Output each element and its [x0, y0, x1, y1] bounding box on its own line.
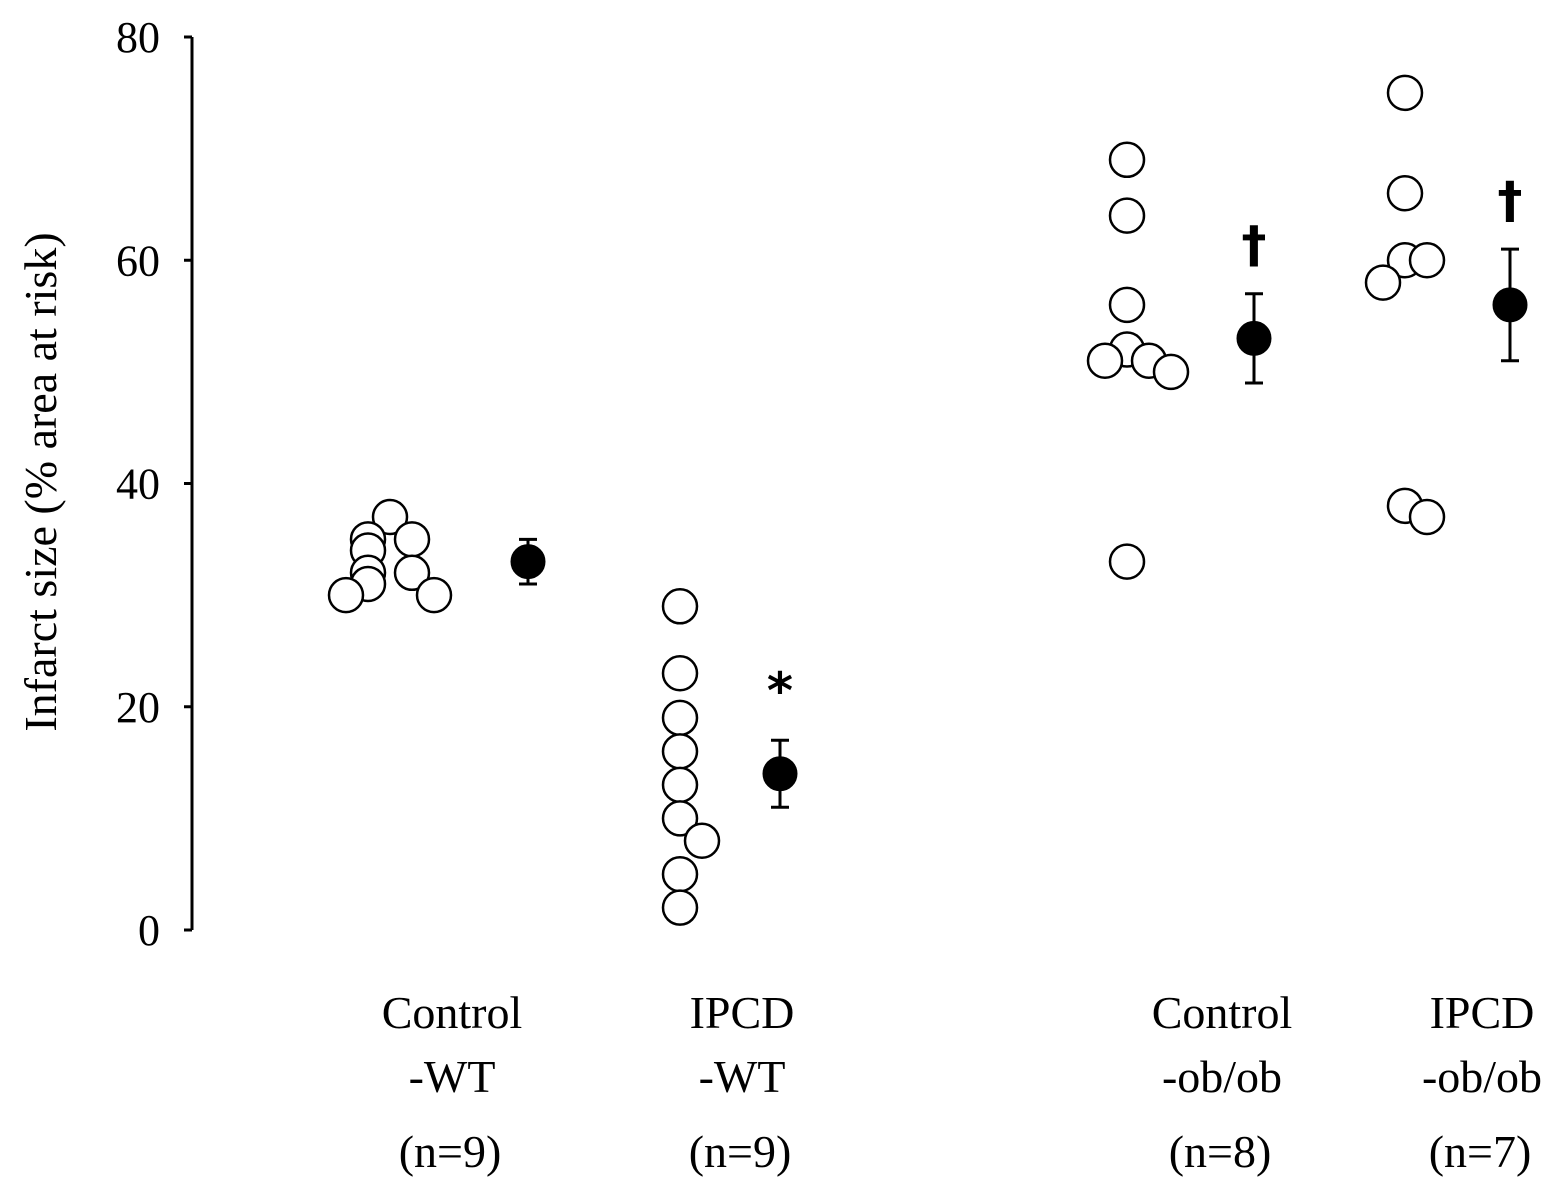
individual-point — [683, 822, 721, 859]
category-label-line1: IPCD — [1430, 987, 1535, 1038]
n-label: (n=8) — [1169, 1126, 1272, 1177]
group-1: * — [661, 588, 798, 926]
y-tick-label: 20 — [116, 683, 160, 732]
individual-point — [1086, 342, 1124, 379]
individual-point — [371, 498, 409, 536]
category-label-line2: -WT — [699, 1051, 786, 1102]
category-label-line1: Control — [1152, 987, 1293, 1038]
individual-point — [1364, 264, 1402, 301]
y-tick-label: 60 — [116, 236, 160, 285]
group-3: † — [1364, 74, 1528, 536]
individual-point — [415, 576, 453, 614]
individual-point — [661, 588, 699, 625]
individual-point — [661, 855, 699, 893]
group-0 — [327, 498, 546, 614]
n-label: (n=9) — [399, 1126, 502, 1177]
mean-point — [1236, 320, 1272, 356]
mean-point — [762, 756, 798, 792]
category-label-line2: -ob/ob — [1422, 1051, 1542, 1102]
individual-point — [1108, 543, 1146, 580]
y-tick-label: 0 — [138, 906, 160, 955]
individual-point — [661, 733, 699, 770]
individual-point — [1408, 498, 1446, 536]
n-label: (n=7) — [1429, 1126, 1532, 1177]
mean-point — [510, 544, 546, 580]
category-label-line1: IPCD — [690, 987, 795, 1038]
individual-point — [1386, 175, 1424, 212]
category-label-line2: -ob/ob — [1162, 1051, 1282, 1102]
n-label: (n=9) — [689, 1126, 792, 1177]
category-labels: Control -WT (n=9) IPCD -WT (n=9) Control -ob/ob… — [382, 987, 1542, 1177]
category-label-line1: Control — [382, 987, 523, 1038]
individual-point — [327, 576, 365, 614]
y-tick-labels: 0 20 40 60 80 — [116, 13, 160, 955]
y-tick-label: 80 — [116, 13, 160, 62]
individual-point — [661, 699, 699, 737]
y-axis — [184, 35, 194, 932]
individual-point — [1108, 197, 1146, 234]
category-label-line2: -WT — [409, 1051, 496, 1102]
individual-point — [661, 766, 699, 804]
data-marks: * † † — [327, 74, 1528, 926]
individual-point — [661, 800, 699, 837]
significance-marker: * — [767, 662, 793, 720]
y-axis-title: Infarct size (% area at risk) — [15, 232, 66, 731]
individual-point — [393, 554, 431, 592]
individual-point — [1152, 353, 1190, 391]
group-2: † — [1086, 141, 1272, 580]
y-tick-label: 40 — [116, 460, 160, 509]
individual-point — [1108, 141, 1146, 179]
significance-marker: † — [1498, 171, 1523, 229]
individual-point — [661, 889, 699, 926]
significance-marker: † — [1242, 216, 1267, 274]
mean-point — [1492, 287, 1528, 323]
individual-point — [393, 521, 431, 558]
individual-point — [1408, 242, 1446, 279]
individual-point — [1386, 74, 1424, 112]
individual-point — [661, 655, 699, 692]
individual-point — [1108, 286, 1146, 324]
